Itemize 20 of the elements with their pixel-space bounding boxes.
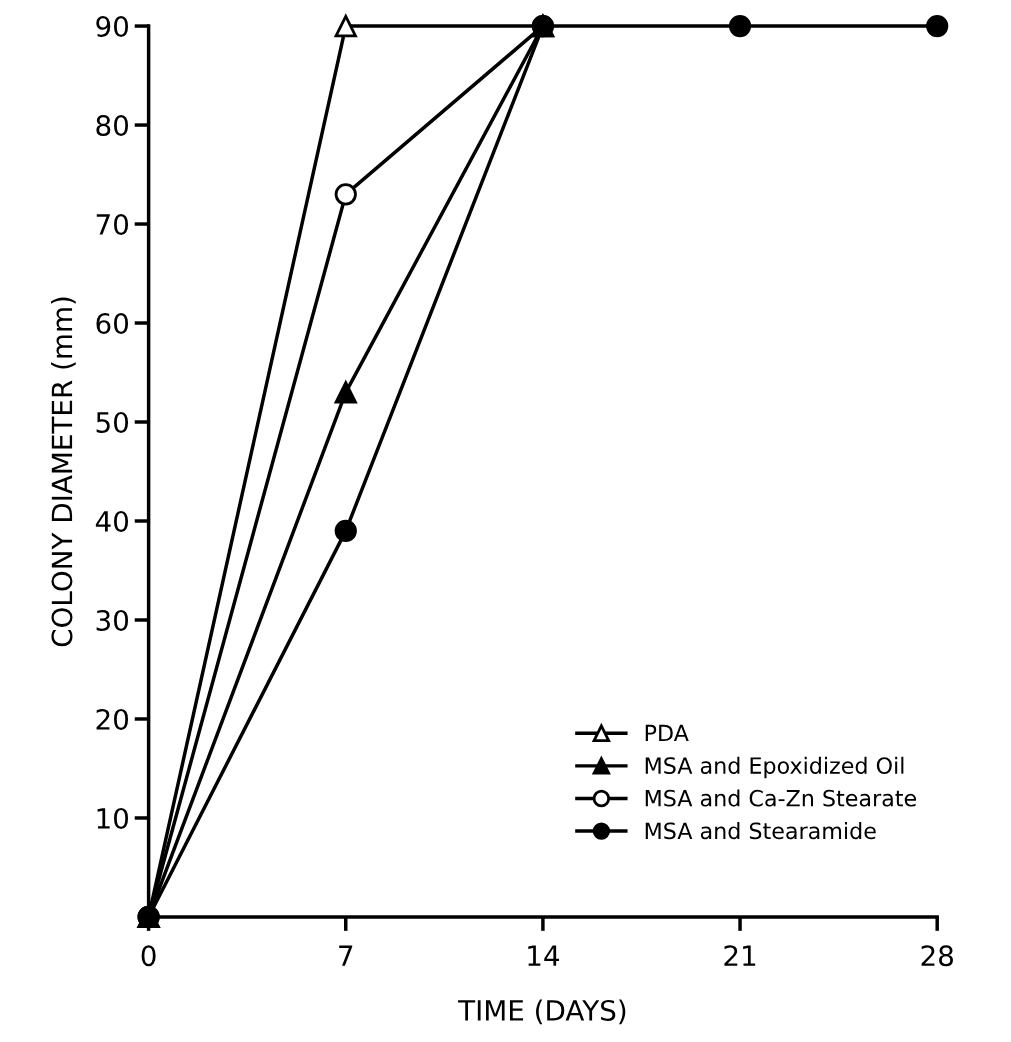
y-tick-label: 30 (96, 609, 129, 631)
legend-label: MSA and Epoxidized Oil (645, 756, 904, 779)
legend-label: PDA (645, 724, 689, 742)
y-tick-label: 50 (96, 411, 129, 433)
y-tick-label: 40 (95, 510, 129, 532)
y-tick-label: 90 (96, 15, 129, 37)
legend-label: MSA and Stearamide (645, 822, 876, 840)
y-tick-label: 60 (96, 312, 129, 334)
y-axis-title: COLONY DIAMETER (mm) (51, 297, 76, 647)
x-tick-label: 7 (339, 945, 353, 966)
y-tick-label: 70 (96, 213, 129, 235)
x-tick-label: 14 (528, 945, 560, 966)
legend-label: MSA and Ca-Zn Stearate (645, 789, 917, 807)
x-tick-label: 28 (921, 945, 953, 967)
x-axis-title: TIME (DAYS) (458, 999, 626, 1025)
x-tick-label: 0 (141, 945, 156, 967)
y-tick-label: 20 (96, 708, 129, 730)
y-tick-label: 80 (96, 114, 129, 136)
x-tick-label: 21 (724, 945, 756, 966)
y-tick-label: 10 (97, 807, 129, 829)
